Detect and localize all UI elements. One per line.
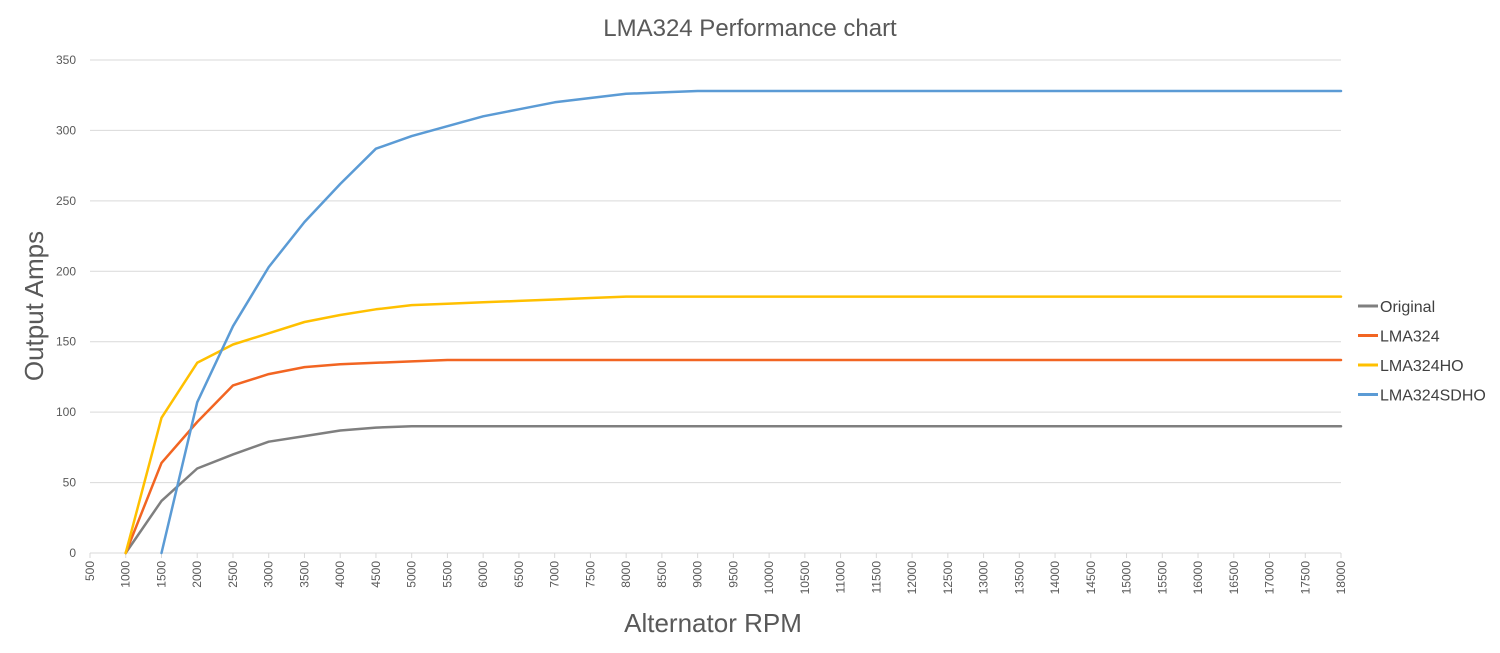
x-tick-label: 7500: [583, 561, 597, 588]
x-tick-label: 8500: [655, 561, 669, 588]
series-lines: [124, 89, 1343, 555]
x-tick-label: 6500: [512, 561, 526, 588]
y-tick-label: 50: [63, 476, 77, 490]
x-tick-label: 5000: [405, 561, 419, 588]
x-tick-label: 4000: [333, 561, 347, 588]
x-tick-label: 16000: [1191, 561, 1205, 595]
x-tick-label: 15500: [1155, 561, 1169, 595]
legend: Original LMA324 LMA324HO LMA324SDHO: [1358, 299, 1486, 405]
x-tick-label: 14500: [1084, 561, 1098, 595]
x-tick-label: 13500: [1012, 561, 1026, 595]
x-tick-label: 4500: [369, 561, 383, 588]
x-tick-labels: 500 1000 1500 2000 2500 3000 3500 4000 4500 5000 5…: [83, 553, 1348, 594]
y-tick-label: 250: [56, 194, 76, 208]
x-tick-label: 500: [83, 561, 97, 581]
legend-label: LMA324SDHO: [1380, 388, 1486, 405]
y-tick-label: 100: [56, 405, 76, 419]
x-tick-label: 13000: [977, 561, 991, 595]
x-tick-label: 9500: [726, 561, 740, 588]
y-tick-label: 350: [56, 53, 76, 67]
x-tick-label: 1500: [154, 561, 168, 588]
y-tick-label: 300: [56, 123, 76, 137]
x-tick-label: 3000: [262, 561, 276, 588]
x-tick-label: 2500: [226, 561, 240, 588]
x-tick-label: 10500: [798, 561, 812, 595]
x-tick-label: 1000: [119, 561, 133, 588]
x-axis-title: Alternator RPM: [624, 608, 802, 638]
y-tick-labels: 0 50 100 150 200 250 300 350: [56, 53, 76, 560]
x-tick-label: 5500: [440, 561, 454, 588]
grid: [90, 59, 1341, 554]
y-axis-title: Output Amps: [19, 231, 49, 381]
x-tick-label: 11500: [869, 561, 883, 594]
y-tick-label: 150: [56, 335, 76, 349]
series-line-lma324ho: [124, 295, 1343, 555]
x-tick-label: 9000: [691, 561, 705, 588]
y-tick-label: 200: [56, 264, 76, 278]
x-tick-label: 17500: [1298, 561, 1312, 595]
x-tick-label: 10000: [762, 561, 776, 595]
x-tick-label: 15000: [1120, 561, 1134, 595]
x-tick-label: 2000: [190, 561, 204, 588]
x-tick-label: 17000: [1263, 561, 1277, 595]
x-tick-label: 14000: [1048, 561, 1062, 595]
series-line-lma324: [124, 358, 1343, 555]
x-tick-label: 8000: [619, 561, 633, 588]
legend-label: LMA324HO: [1380, 358, 1464, 375]
x-tick-label: 11000: [834, 561, 848, 594]
y-tick-label: 0: [69, 546, 76, 560]
x-tick-label: 7000: [548, 561, 562, 588]
x-tick-label: 16500: [1227, 561, 1241, 595]
x-tick-label: 3500: [297, 561, 311, 588]
x-tick-label: 6000: [476, 561, 490, 588]
legend-label: Original: [1380, 299, 1435, 316]
series-line-original: [124, 424, 1343, 555]
x-tick-label: 12500: [941, 561, 955, 595]
x-tick-label: 12000: [905, 561, 919, 595]
series-line-lma324sdho: [160, 89, 1343, 555]
chart-title: LMA324 Performance chart: [603, 15, 897, 42]
legend-label: LMA324: [1380, 329, 1440, 346]
x-tick-label: 18000: [1334, 561, 1348, 595]
